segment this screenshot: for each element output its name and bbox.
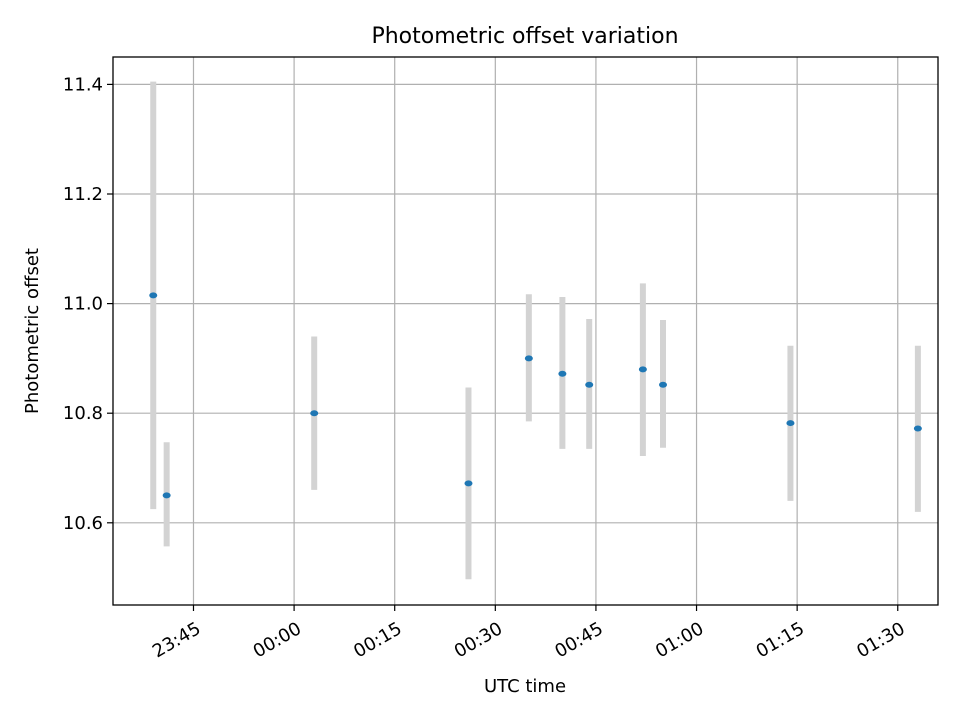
data-point: [162, 492, 171, 499]
plot-frame: [112, 56, 939, 606]
y-axis-label: Photometric offset: [22, 248, 43, 414]
y-tick-label: 11.0: [63, 294, 103, 315]
y-tick-label: 10.8: [63, 403, 103, 424]
data-point: [149, 292, 158, 299]
y-tick-label: 11.4: [63, 74, 103, 95]
data-point: [524, 355, 533, 362]
y-tick-label: 11.2: [63, 184, 103, 205]
chart-title: Photometric offset variation: [371, 24, 678, 49]
data-points: [149, 292, 922, 499]
y-tick-label: 10.6: [63, 513, 103, 534]
data-point: [585, 381, 594, 388]
data-point: [659, 381, 667, 388]
y-axis-ticks: 10.6 10.8 11.0 11.2 11.4: [63, 74, 113, 534]
data-point: [464, 480, 473, 487]
data-point: [310, 410, 319, 417]
data-point: [913, 425, 922, 432]
data-point: [786, 420, 795, 427]
data-point: [638, 366, 647, 373]
x-axis-label: UTC time: [484, 676, 566, 697]
data-point: [558, 370, 567, 377]
gridlines: [113, 57, 938, 605]
